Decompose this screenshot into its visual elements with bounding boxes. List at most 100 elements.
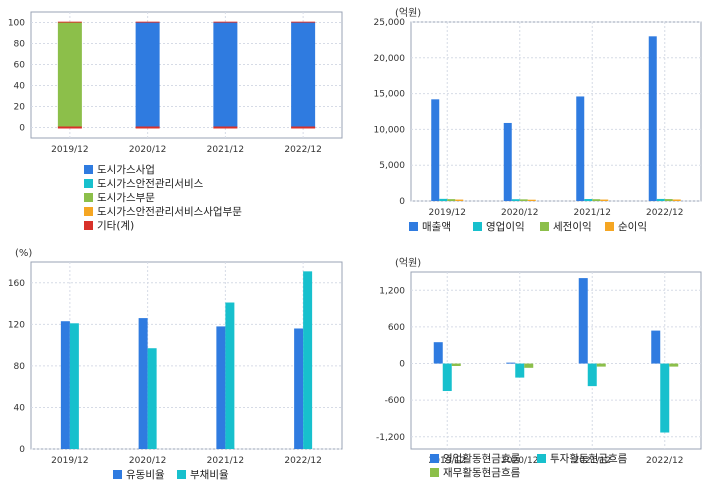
legend-swatch [84, 207, 93, 216]
bar-base [291, 126, 316, 129]
legend-label: 매출액 [422, 221, 451, 233]
legend-label: 도시가스사업 [97, 163, 155, 176]
bar [294, 328, 304, 449]
bar [584, 198, 593, 201]
x-tick-label: 2020/12 [501, 208, 538, 218]
bar [455, 199, 464, 201]
x-tick-label: 2020/12 [501, 456, 538, 466]
x-tick-label: 2019/12 [51, 456, 88, 466]
y-tick-label: 25,000 [374, 18, 406, 28]
x-tick-label: 2019/12 [429, 208, 466, 218]
bar [524, 363, 534, 368]
legend-label: 투자활동현금흐름 [550, 452, 628, 465]
x-tick-label: 2022/12 [646, 456, 683, 466]
bar [291, 22, 316, 128]
bar [596, 363, 606, 367]
legend-swatch [430, 468, 439, 477]
unit-label: (%) [15, 248, 32, 259]
legend-swatch [113, 470, 122, 479]
legend-swatch [84, 193, 93, 202]
legend-swatch [409, 222, 418, 231]
y-tick-label: 120 [8, 320, 25, 330]
y-tick-label: 160 [8, 279, 25, 289]
y-tick-label: 5,000 [379, 161, 405, 171]
bar [225, 302, 235, 449]
x-tick-label: 2021/12 [207, 145, 244, 155]
legend-label: 유동비율 [126, 469, 165, 481]
bar [527, 199, 536, 201]
y-tick-label: 80 [14, 40, 26, 50]
legend-label: 기타(계) [97, 220, 134, 232]
bar [69, 323, 79, 449]
x-tick-label: 2019/12 [51, 145, 88, 155]
legend-swatch [177, 470, 186, 479]
bar [451, 363, 461, 366]
bar [57, 22, 82, 128]
y-tick-label: -600 [385, 396, 406, 406]
legend-label: 도시가스안전관리서비스사업부문 [97, 205, 242, 218]
legend-swatch [84, 179, 93, 188]
bar [600, 199, 609, 201]
bar [511, 199, 520, 201]
legend-swatch [84, 165, 93, 174]
x-tick-label: 2021/12 [574, 456, 611, 466]
x-tick-label: 2022/12 [646, 208, 683, 218]
x-tick-label: 2020/12 [129, 145, 166, 155]
bar [442, 363, 452, 392]
y-tick-label: 600 [388, 323, 405, 333]
legend-swatch [540, 222, 549, 231]
y-tick-label: 0 [19, 124, 25, 134]
x-tick-label: 2022/12 [284, 145, 321, 155]
legend-label: 세전이익 [553, 221, 592, 233]
unit-label: (억원) [395, 7, 421, 19]
bar [519, 199, 528, 201]
bar [135, 21, 160, 23]
y-tick-label: 20,000 [374, 54, 406, 64]
legend-label: 도시가스부문 [97, 192, 155, 204]
bar [515, 363, 525, 378]
bar [587, 363, 597, 387]
bar-base [57, 126, 82, 129]
y-tick-label: -1,200 [376, 433, 405, 443]
y-tick-label: 10,000 [374, 125, 406, 135]
bar [147, 348, 157, 449]
legend-swatch [537, 454, 546, 463]
y-tick-label: 40 [14, 403, 26, 413]
y-tick-label: 40 [14, 82, 26, 92]
y-tick-label: 80 [14, 362, 26, 372]
legend-label: 영업이익 [486, 220, 525, 233]
bar [664, 199, 673, 201]
bar-base [135, 126, 160, 129]
chart-2: 0 5,000 10,000 15,000 20,000 25,000 2019/12 202… [374, 7, 702, 233]
unit-label: (억원) [395, 257, 421, 269]
y-tick-label: 0 [399, 197, 405, 207]
y-tick-label: 0 [19, 445, 25, 455]
x-tick-label: 2021/12 [574, 208, 611, 218]
chart-1: 0 20 40 60 80 100 2019/12 2020/12 2021/12 2022/12… [8, 11, 343, 232]
legend-label: 도시가스안전관리서비스 [97, 178, 204, 190]
plot-area [30, 261, 343, 450]
bar [57, 21, 82, 23]
y-tick-label: 20 [14, 103, 26, 113]
legend-label: 재무활동현금흐름 [443, 466, 521, 479]
legend-swatch [605, 222, 614, 231]
bar [669, 363, 679, 367]
bar [303, 271, 313, 449]
bar [213, 21, 238, 23]
plot-area [30, 11, 343, 139]
bar [672, 199, 681, 201]
y-tick-label: 15,000 [374, 90, 406, 100]
bar [660, 363, 670, 433]
legend-swatch [84, 221, 93, 230]
x-tick-label: 2022/12 [284, 456, 321, 466]
legend-label: 순이익 [618, 221, 647, 233]
bar [431, 99, 440, 201]
y-tick-label: 60 [14, 61, 26, 71]
chart-3: 0 40 80 120 160 2019/12 2020/12 2021/12 2022/12 (… [8, 248, 343, 481]
bar [216, 326, 226, 449]
bar [592, 199, 601, 201]
bar [576, 96, 585, 201]
legend-label: 부채비율 [190, 469, 229, 481]
legend-swatch [473, 222, 482, 231]
